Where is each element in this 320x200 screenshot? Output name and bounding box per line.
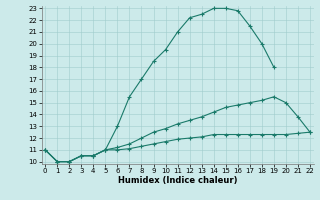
X-axis label: Humidex (Indice chaleur): Humidex (Indice chaleur) (118, 176, 237, 185)
